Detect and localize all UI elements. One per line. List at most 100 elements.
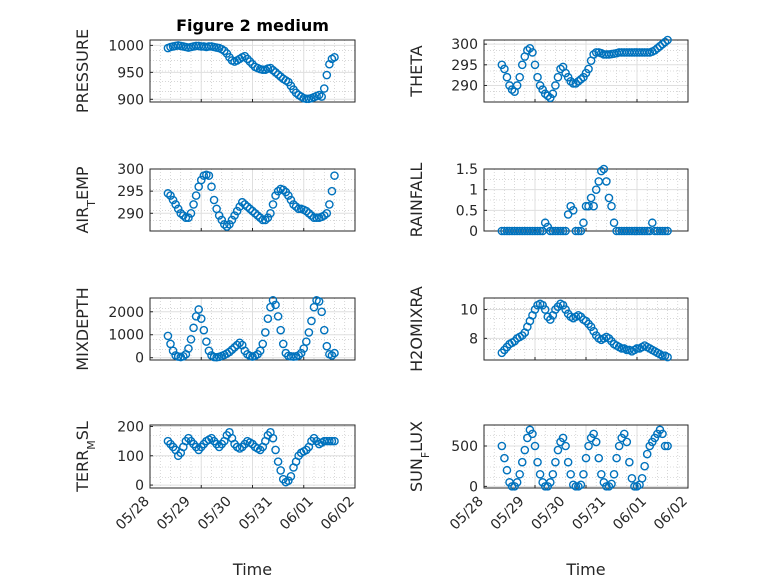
data-point (325, 436, 334, 446)
data-point (517, 60, 527, 70)
data-point (576, 480, 586, 490)
data-point (660, 37, 670, 47)
data-point (566, 469, 576, 479)
data-point (179, 211, 188, 220)
data-point (642, 449, 652, 459)
data-point (240, 200, 250, 209)
y-tick-label: 300 (451, 37, 478, 53)
data-point (553, 72, 563, 82)
y-axis-label: PRESSURE (73, 29, 92, 113)
data-point (530, 305, 540, 314)
data-point (189, 323, 198, 333)
data-point (523, 46, 532, 55)
subplot-pressure: 900 950 1000 PRESSURE Figure 2 medium (73, 16, 356, 113)
data-point (581, 453, 591, 463)
data-point (289, 200, 298, 209)
data-point (597, 166, 606, 176)
data-point (558, 226, 568, 236)
data-point (240, 51, 250, 61)
data-point (663, 35, 672, 45)
y-axis-label-subscript: F (419, 452, 432, 458)
y-axis-label-main: TERR (73, 450, 92, 493)
data-point (235, 338, 244, 348)
data-point (507, 482, 517, 491)
data-point (317, 307, 326, 317)
y-tick-label: 2000 (108, 305, 144, 321)
data-point (563, 457, 573, 467)
data-point (584, 64, 593, 74)
data-point (548, 89, 558, 99)
data-point (319, 325, 329, 335)
data-point (500, 64, 509, 74)
data-point (515, 72, 525, 82)
y-axis-label: TERRMSL (73, 421, 98, 493)
data-point (650, 46, 660, 55)
data-point (523, 433, 532, 443)
data-point (278, 339, 288, 349)
data-point (307, 316, 316, 326)
data-point (658, 39, 667, 49)
data-point (571, 79, 581, 88)
data-point (612, 453, 621, 463)
data-point (296, 348, 306, 358)
data-point (207, 182, 216, 192)
data-point (196, 175, 206, 185)
data-point (556, 64, 565, 74)
data-point (561, 441, 570, 451)
y-axis-label-subscript: T (85, 200, 98, 208)
data-point (317, 92, 326, 101)
data-point (502, 465, 512, 475)
data-point (591, 437, 601, 447)
data-point (245, 57, 255, 66)
data-point (258, 215, 268, 225)
data-point (561, 226, 570, 236)
data-point (179, 352, 188, 361)
data-point (327, 186, 337, 196)
data-point (609, 218, 619, 228)
data-point (535, 469, 545, 479)
data-point (327, 351, 337, 360)
y-tick-label: 295 (117, 184, 144, 200)
data-point (266, 208, 275, 218)
y-axis-label: SUNFLUX (407, 421, 432, 492)
data-point (217, 215, 227, 225)
y-tick-label: 290 (117, 206, 144, 222)
data-point (184, 213, 193, 223)
data-point (322, 341, 332, 351)
data-point (230, 211, 239, 220)
data-point (663, 441, 672, 451)
y-axis-label: H2OMIXRA (407, 286, 426, 372)
data-point (319, 84, 329, 93)
y-axis-label-rest: EMP (73, 166, 92, 200)
data-point (584, 441, 593, 451)
data-point (227, 345, 237, 354)
y-axis-label: MIXDEPTH (73, 287, 92, 370)
data-point (171, 200, 180, 209)
data-point (232, 340, 242, 350)
subplot-h2omixra: 8 10 H2OMIXRA (407, 286, 689, 372)
data-point (209, 195, 219, 205)
data-point (312, 213, 321, 223)
data-point (263, 314, 273, 323)
data-point (530, 441, 540, 451)
data-point (214, 211, 224, 220)
data-point (163, 189, 173, 198)
y-axis-label-subscript: M (85, 440, 98, 450)
y-axis-label-main: SUN (407, 458, 426, 492)
data-point (576, 74, 586, 84)
y-tick-label: 1000 (108, 38, 144, 54)
data-point (261, 215, 270, 225)
data-point (574, 226, 583, 236)
data-point (278, 185, 288, 195)
data-point (653, 43, 662, 53)
data-point (579, 218, 588, 228)
subplot-rainfall: 0 0.5 1 1.5 RAINFALL (407, 162, 689, 240)
data-point (604, 193, 614, 203)
data-point (261, 328, 270, 337)
y-tick-label: 1000 (108, 328, 144, 344)
data-point (268, 65, 278, 75)
subplot-theta: 290 295 300 THETA (407, 35, 689, 103)
data-point (543, 91, 553, 101)
data-point (535, 226, 545, 236)
y-tick-label: 8 (469, 331, 478, 347)
